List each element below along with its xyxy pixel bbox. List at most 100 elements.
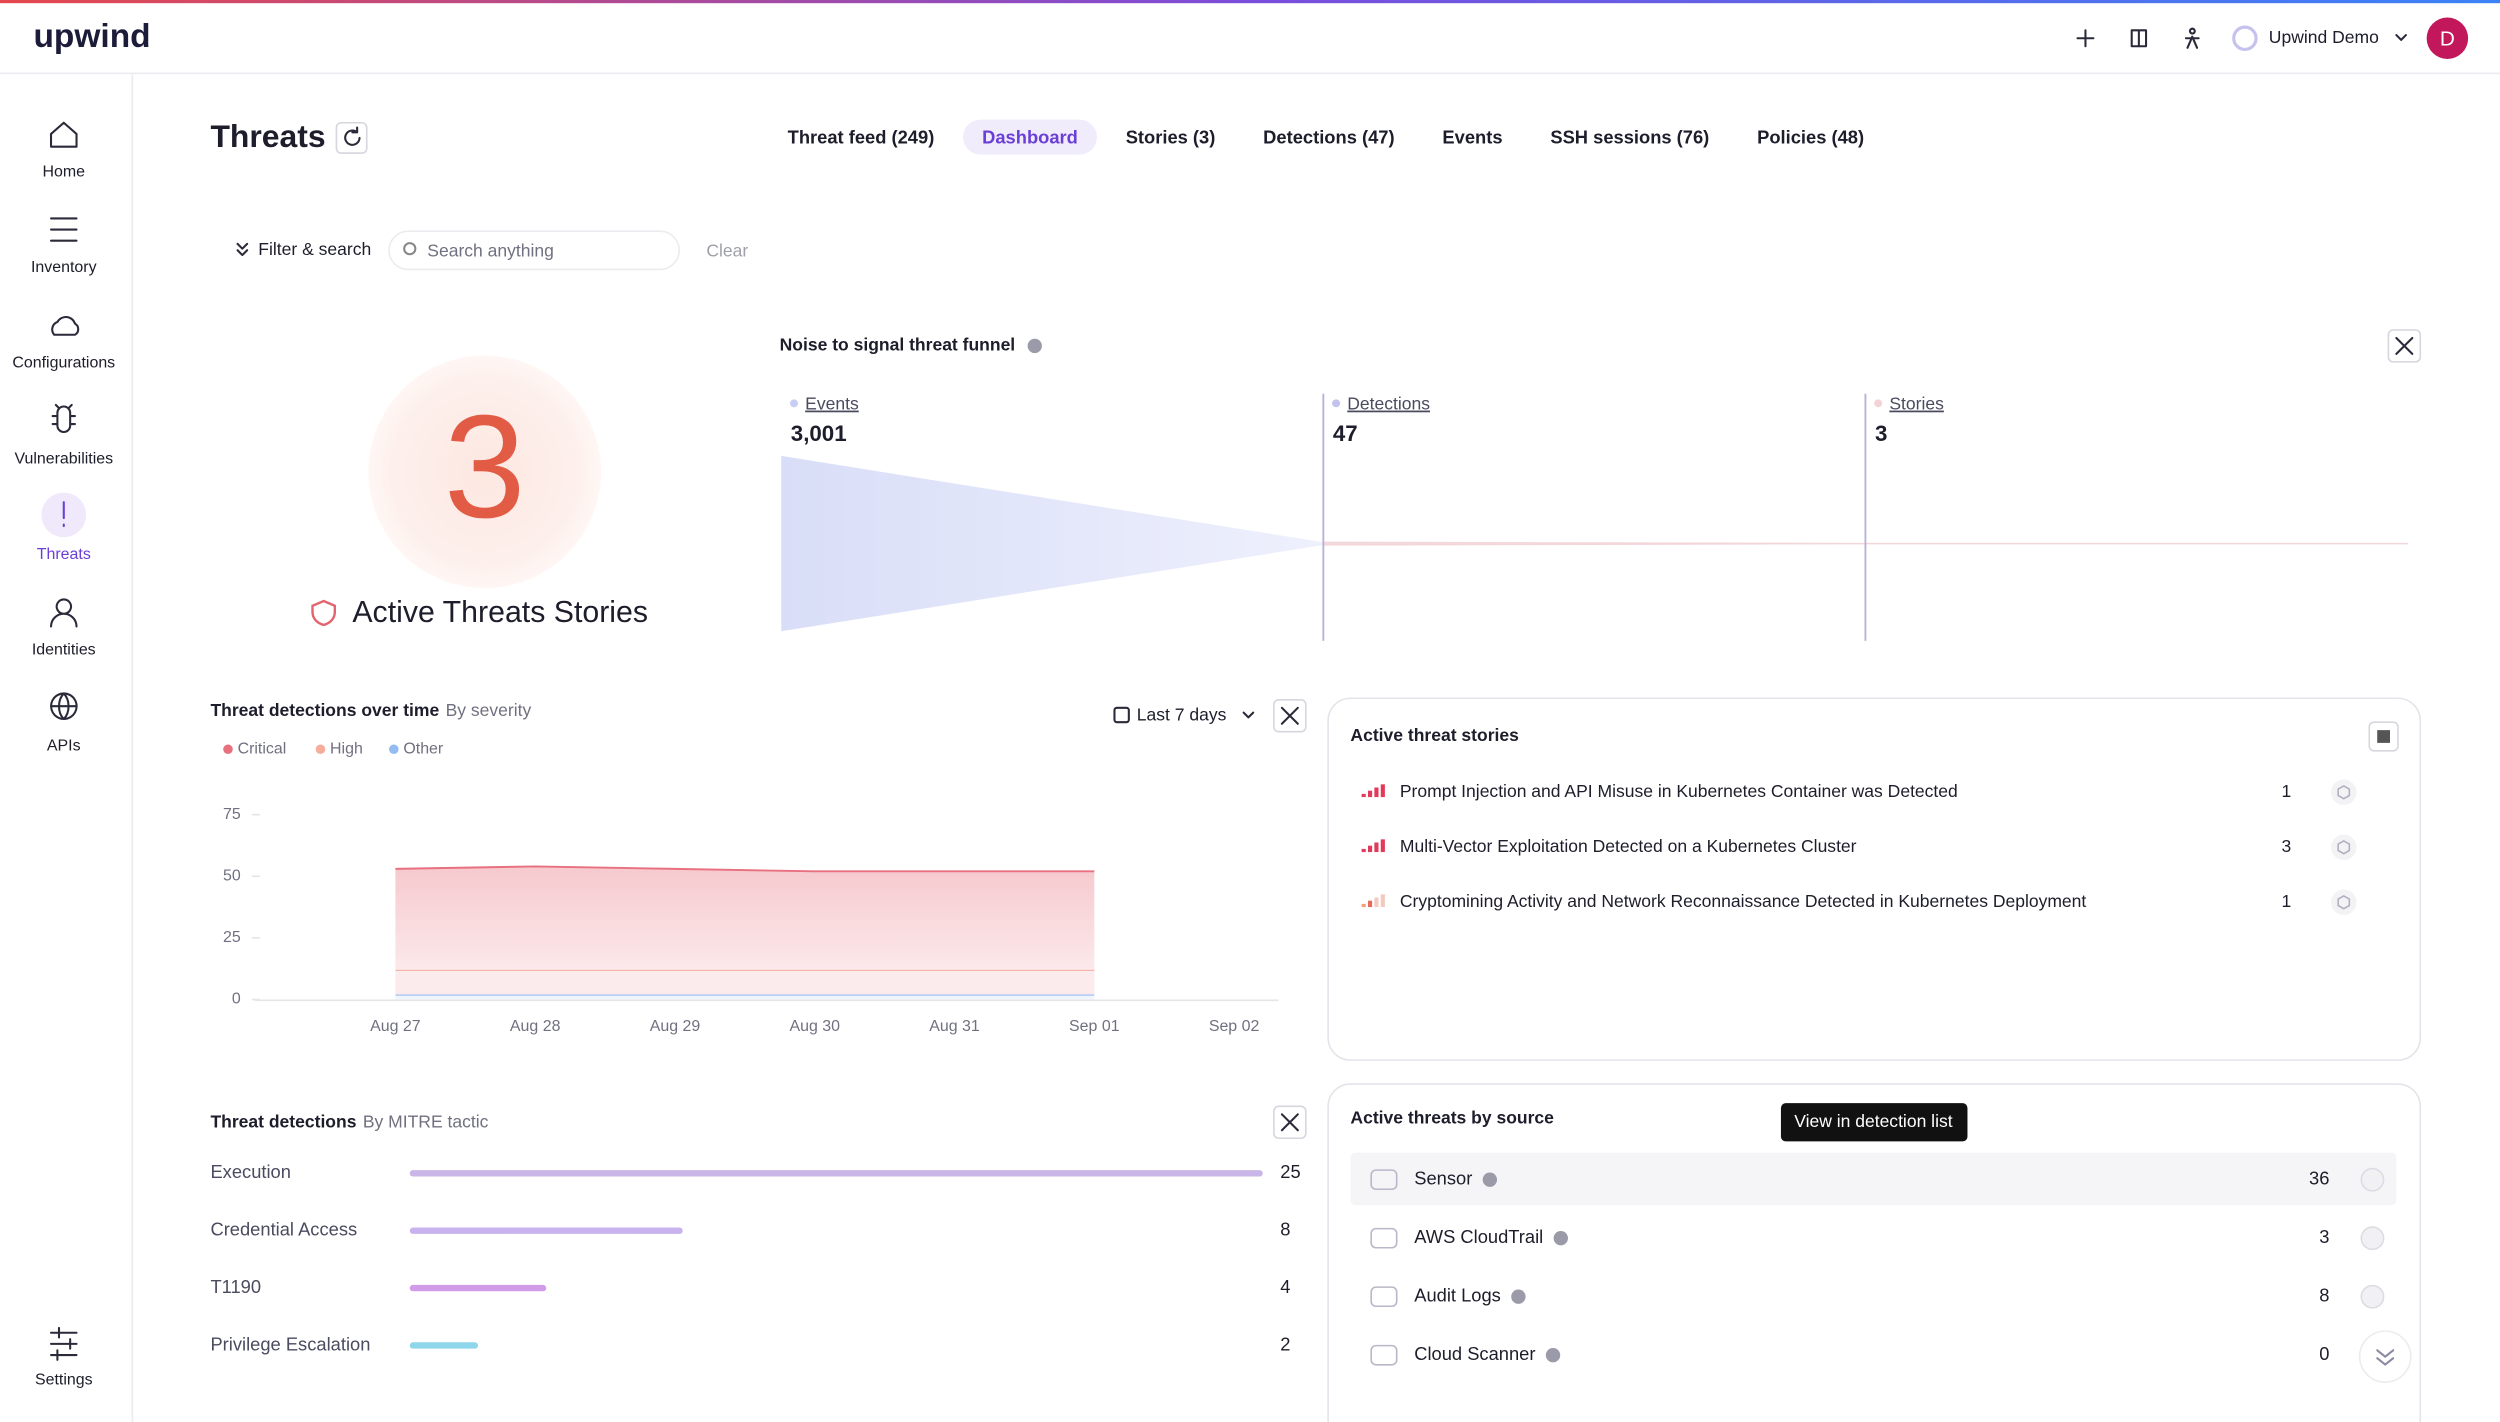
settings-icon[interactable] bbox=[49, 1326, 78, 1361]
stage-name[interactable]: Detections bbox=[1347, 394, 1430, 414]
nav-label[interactable]: Threats bbox=[37, 546, 91, 563]
tab[interactable]: Stories (3) bbox=[1126, 127, 1216, 148]
source-name[interactable]: Sensor bbox=[1414, 1168, 1472, 1189]
bar-value: 4 bbox=[1280, 1276, 1290, 1297]
story-name[interactable]: Cryptomining Activity and Network Reconn… bbox=[1400, 891, 2087, 911]
source-count: 3 bbox=[2319, 1226, 2329, 1247]
funnel-title: Noise to signal threat funnel bbox=[780, 335, 1016, 355]
calendar-icon bbox=[1113, 706, 1130, 724]
story-name[interactable]: Prompt Injection and API Misuse in Kuber… bbox=[1400, 781, 1958, 801]
nav-icon[interactable] bbox=[51, 403, 76, 434]
nav-label[interactable]: Vulnerabilities bbox=[14, 450, 113, 467]
bar-label: T1190 bbox=[210, 1276, 261, 1297]
info-icon bbox=[1511, 1289, 1526, 1304]
stage-name[interactable]: Events bbox=[805, 394, 859, 414]
nav-label[interactable]: Home bbox=[43, 163, 86, 180]
tabs: Threat feed (249) Dashboard Stories (3) Det… bbox=[788, 119, 1864, 155]
bar bbox=[409, 1342, 478, 1349]
legend-label[interactable]: Other bbox=[403, 740, 444, 757]
sources-list: Sensor 36 AWS CloudTrail 3 Audit Logs 8 Cloud … bbox=[1350, 1152, 2397, 1366]
story-action-icon bbox=[2337, 840, 2351, 855]
legend-label[interactable]: Critical bbox=[238, 740, 287, 757]
x-tick-label: Aug 27 bbox=[370, 1018, 421, 1035]
sidebar: Home Inventory Configurations Vulnerabiliti… bbox=[12, 121, 115, 754]
source-action[interactable] bbox=[2360, 1167, 2385, 1192]
mitre-subtitle: By MITRE tactic bbox=[363, 1111, 489, 1131]
range-chevron[interactable] bbox=[1242, 711, 1255, 719]
settings-label[interactable]: Settings bbox=[35, 1372, 93, 1389]
source-action[interactable] bbox=[2360, 1226, 2385, 1251]
search-placeholder: Search anything bbox=[427, 241, 554, 261]
account-name[interactable]: Upwind Demo bbox=[2269, 27, 2379, 47]
bar-value: 8 bbox=[1280, 1219, 1290, 1240]
severity-bar bbox=[1374, 787, 1379, 798]
x-tick-label: Aug 28 bbox=[510, 1018, 561, 1035]
open-icon bbox=[2377, 730, 2390, 743]
add-icon[interactable] bbox=[2076, 29, 2095, 48]
funnel-segment bbox=[781, 455, 1324, 632]
source-icon bbox=[1370, 1227, 1398, 1249]
nav-label[interactable]: Configurations bbox=[12, 355, 115, 372]
severity-bar bbox=[1361, 793, 1366, 798]
severity-bar bbox=[1374, 842, 1379, 853]
tooltip-text: View in detection list bbox=[1794, 1111, 1953, 1131]
tab[interactable]: Events bbox=[1442, 127, 1502, 148]
story-action[interactable] bbox=[2330, 889, 2357, 916]
y-tick-label: 50 bbox=[223, 867, 241, 884]
story-action-icon bbox=[2337, 785, 2351, 800]
severity-bar bbox=[1380, 894, 1385, 908]
stage-dot bbox=[1332, 399, 1341, 408]
nav-label[interactable]: Inventory bbox=[31, 259, 97, 276]
source-name[interactable]: Cloud Scanner bbox=[1414, 1343, 1535, 1364]
bar bbox=[409, 1227, 683, 1234]
stage-name[interactable]: Stories bbox=[1889, 394, 1944, 414]
severity-bar bbox=[1380, 839, 1385, 853]
docs-icon[interactable] bbox=[2130, 29, 2148, 48]
area-fill bbox=[395, 994, 1095, 1000]
chart-title-main: Threat detections over time bbox=[210, 700, 439, 720]
tab[interactable]: Detections (47) bbox=[1263, 127, 1394, 148]
source-count: 8 bbox=[2319, 1285, 2329, 1306]
search-box[interactable] bbox=[388, 230, 681, 271]
story-name[interactable]: Multi-Vector Exploitation Detected on a … bbox=[1400, 836, 1857, 856]
nav-icon[interactable] bbox=[49, 217, 78, 242]
filter-button[interactable]: Filter & search bbox=[258, 239, 371, 259]
story-action[interactable] bbox=[2330, 779, 2357, 806]
source-name[interactable]: Audit Logs bbox=[1414, 1285, 1501, 1306]
nav-icon[interactable] bbox=[49, 598, 78, 628]
count-glow bbox=[368, 355, 602, 589]
legend-label[interactable]: High bbox=[330, 740, 363, 757]
severity-bar bbox=[1367, 790, 1373, 798]
stage-dot bbox=[1874, 399, 1883, 408]
account-chevron[interactable] bbox=[2395, 34, 2407, 41]
scroll-icon bbox=[2376, 1349, 2395, 1366]
story-action[interactable] bbox=[2330, 834, 2357, 861]
stories-title: Active threat stories bbox=[1350, 725, 1519, 745]
severity-bar bbox=[1361, 848, 1366, 853]
avatar[interactable] bbox=[2426, 17, 2469, 59]
nav-icon[interactable] bbox=[49, 121, 78, 148]
bar bbox=[409, 1284, 547, 1292]
clear-button[interactable]: Clear bbox=[706, 241, 748, 261]
shield-icon bbox=[311, 599, 337, 627]
nav-label[interactable]: APIs bbox=[47, 737, 81, 754]
nav-icon[interactable] bbox=[51, 315, 80, 336]
nav-label[interactable]: Identities bbox=[32, 642, 96, 659]
logo[interactable]: upwind bbox=[33, 18, 150, 55]
source-name[interactable]: AWS CloudTrail bbox=[1414, 1226, 1543, 1247]
range-select[interactable]: Last 7 days bbox=[1137, 704, 1227, 724]
tab[interactable]: Threat feed (249) bbox=[788, 127, 935, 148]
info-icon bbox=[1545, 1348, 1561, 1363]
tab[interactable]: Dashboard bbox=[982, 127, 1078, 148]
active-stories-label: Active Threats Stories bbox=[352, 596, 648, 629]
source-action[interactable] bbox=[2360, 1284, 2385, 1309]
source-count: 36 bbox=[2309, 1168, 2329, 1189]
y-tick-label: 25 bbox=[223, 929, 241, 946]
user-action-icon[interactable] bbox=[2184, 27, 2200, 49]
nav-icon[interactable] bbox=[49, 692, 78, 721]
tab[interactable]: SSH sessions (76) bbox=[1550, 127, 1709, 148]
refresh-button[interactable] bbox=[335, 121, 368, 154]
tab[interactable]: Policies (48) bbox=[1757, 127, 1864, 148]
